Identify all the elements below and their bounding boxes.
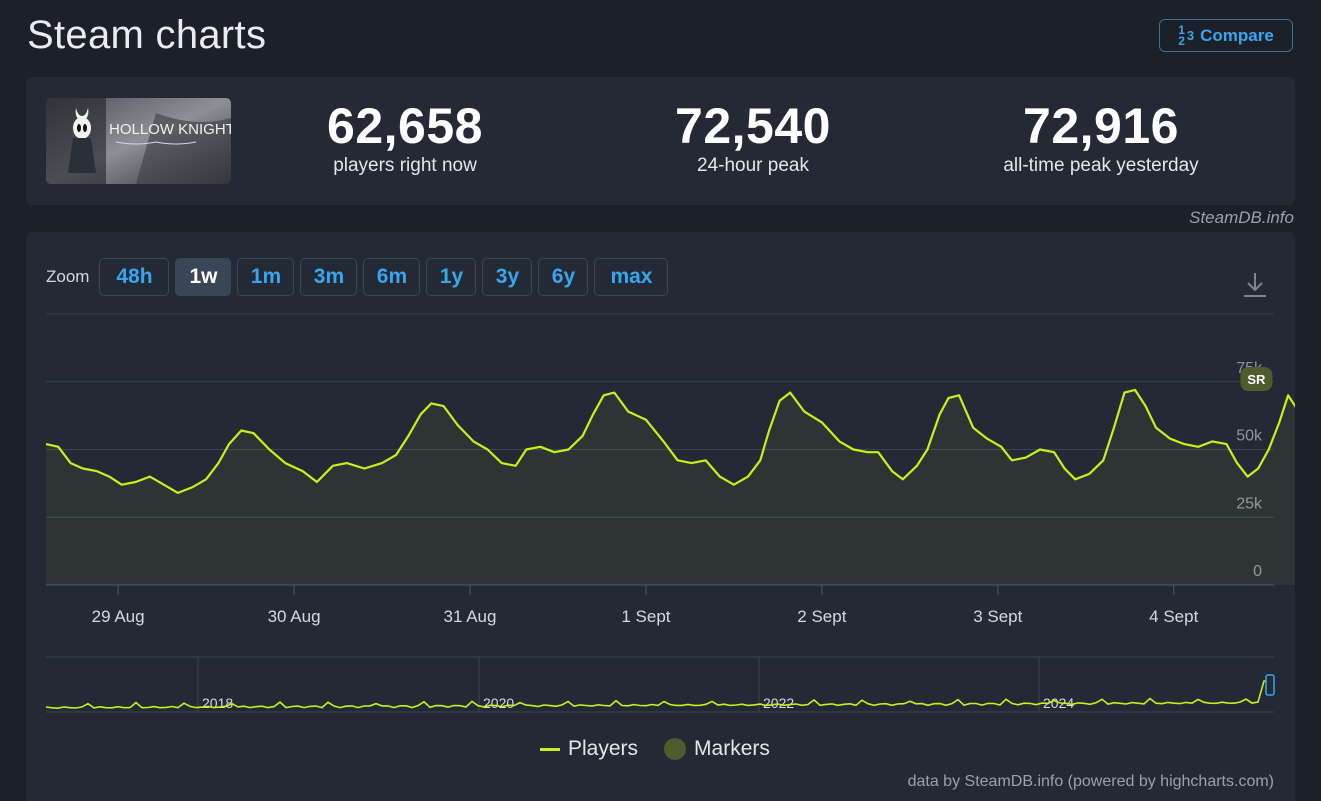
navigator-label: 2022 (763, 695, 794, 711)
legend-dot-swatch (664, 738, 687, 760)
zoom-6m-button[interactable]: 6m (363, 258, 421, 296)
zoom-1y-button[interactable]: 1y (426, 258, 477, 296)
stat-value: 72,916 (1023, 98, 1179, 154)
x-tick-label: 29 Aug (92, 607, 145, 626)
stat-label: players right now (333, 155, 477, 176)
navigator-series (45, 680, 1270, 710)
zoom-label: Zoom (46, 267, 90, 286)
x-tick-label: 3 Sept (973, 607, 1022, 626)
game-thumbnail[interactable]: HOLLOW KNIGHT (46, 98, 231, 184)
chart-card: Zoom 48h 1w 1m 3m 6m 1y 3y 6y max 0 25k 50… (26, 232, 1295, 801)
zoom-controls: Zoom 48h 1w 1m 3m 6m 1y 3y 6y max (46, 258, 674, 296)
stat-players-now: 62,658 players right now (235, 99, 575, 177)
sr-marker (1240, 367, 1273, 392)
highcharts-credit[interactable]: data by SteamDB.info (powered by highcha… (907, 773, 1274, 790)
x-tick-label: 31 Aug (444, 607, 497, 626)
players-area (46, 389, 1295, 585)
y-tick-label: 25k (1236, 495, 1263, 512)
y-tick-label: 50k (1236, 428, 1263, 445)
sr-marker-label: SR (1247, 372, 1266, 387)
zoom-48h-button[interactable]: 48h (99, 258, 170, 296)
x-tick-label: 2 Sept (797, 607, 846, 626)
stat-value: 72,540 (675, 98, 831, 154)
y-tick-label: 0 (1253, 563, 1262, 580)
stat-value: 62,658 (327, 98, 483, 154)
zoom-6y-button[interactable]: 6y (538, 258, 589, 296)
compare-label: Compare (1200, 25, 1274, 45)
chart-legend: Players Markers (540, 737, 796, 761)
zoom-max-button[interactable]: max (594, 258, 669, 296)
legend-label: Players (568, 737, 639, 760)
compare-icon-digit: 3 (1186, 28, 1195, 43)
legend-line-swatch (540, 747, 560, 751)
x-tick-label: 1 Sept (621, 607, 670, 626)
download-icon[interactable] (1241, 270, 1269, 300)
players-line (45, 388, 1295, 494)
stat-label: all-time peak yesterday (1003, 155, 1199, 176)
zoom-3y-button[interactable]: 3y (482, 258, 533, 296)
legend-players[interactable]: Players (540, 737, 638, 761)
game-logo-text: HOLLOW KNIGHT (109, 121, 231, 138)
zoom-1w-button[interactable]: 1w (175, 258, 232, 296)
stats-card: HOLLOW KNIGHT 62,658 players right now 7… (26, 77, 1295, 205)
x-tick-label: 4 Sept (1149, 607, 1198, 626)
legend-markers[interactable]: Markers (664, 737, 770, 761)
zoom-3m-button[interactable]: 3m (300, 258, 358, 296)
navigator-handle (1265, 674, 1275, 696)
stat-all-time-peak: 72,916 all-time peak yesterday (931, 99, 1271, 177)
stat-24h-peak: 72,540 24-hour peak (583, 99, 923, 177)
navigator-label: 2018 (202, 695, 233, 711)
zoom-1m-button[interactable]: 1m (237, 258, 295, 296)
steamdb-credit[interactable]: SteamDB.info (1189, 208, 1294, 227)
navigator-label: 2020 (483, 695, 514, 711)
stat-label: 24-hour peak (697, 155, 809, 176)
page-title: Steam charts (27, 13, 267, 57)
legend-label: Markers (694, 737, 770, 760)
x-tick-label: 30 Aug (268, 607, 321, 626)
